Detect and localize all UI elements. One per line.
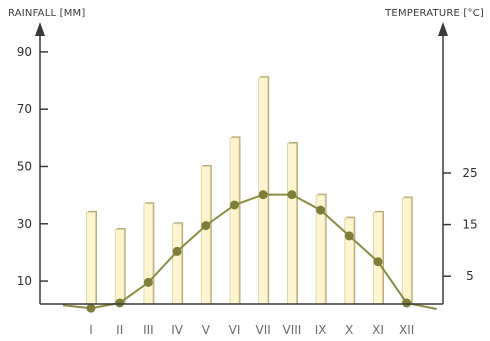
plot-layer [62, 76, 437, 313]
month-label: VI [229, 323, 241, 337]
left-tick-label: 10 [17, 274, 32, 288]
temperature-line [62, 193, 437, 310]
rainfall-bar [114, 229, 125, 305]
temperature-point [344, 231, 354, 241]
month-label: VIII [282, 323, 301, 337]
right-axis-arrow-icon [438, 22, 448, 36]
month-label: I [89, 323, 93, 337]
rainfall-bar [401, 197, 412, 305]
left-tick-label: 70 [17, 102, 32, 116]
right-tick-label: 5 [466, 269, 474, 283]
temperature-point [230, 200, 239, 210]
month-label: IX [315, 323, 327, 337]
left-tick-label: 90 [17, 45, 32, 59]
right-axis-title: TEMPERATURE [°C] [384, 8, 484, 19]
temperature-point [115, 298, 125, 308]
rainfall-bar [286, 143, 297, 305]
month-label: X [345, 323, 353, 337]
rainfall-bar [344, 217, 355, 305]
temperature-point [172, 246, 182, 256]
temperature-point [258, 190, 268, 200]
left-axis-title: RAINFALL [MM] [8, 8, 85, 19]
month-label: VII [256, 323, 271, 337]
temperature-point [201, 221, 211, 231]
month-label: V [202, 323, 211, 337]
month-label: II [116, 323, 123, 337]
rainfall-bar [172, 223, 183, 305]
rainfall-bar [200, 166, 211, 305]
month-label: III [143, 323, 154, 337]
right-tick-label: 25 [462, 166, 477, 180]
rainfall-bar [143, 203, 154, 305]
month-label: XII [399, 323, 414, 337]
temperature-point [402, 298, 412, 308]
temperature-point [86, 303, 96, 313]
temperature-point [373, 257, 383, 267]
temperature-point [143, 277, 153, 287]
left-axis-arrow-icon [35, 22, 45, 36]
left-tick-label: 30 [17, 217, 32, 231]
rainfall-bar [229, 137, 240, 305]
temperature-point [287, 190, 297, 200]
right-tick-label: 15 [462, 218, 477, 232]
rainfall-bar [86, 211, 96, 305]
month-label: XI [372, 323, 384, 337]
month-label: IV [171, 323, 184, 337]
temperature-point [316, 205, 326, 215]
left-tick-label: 50 [17, 159, 32, 173]
